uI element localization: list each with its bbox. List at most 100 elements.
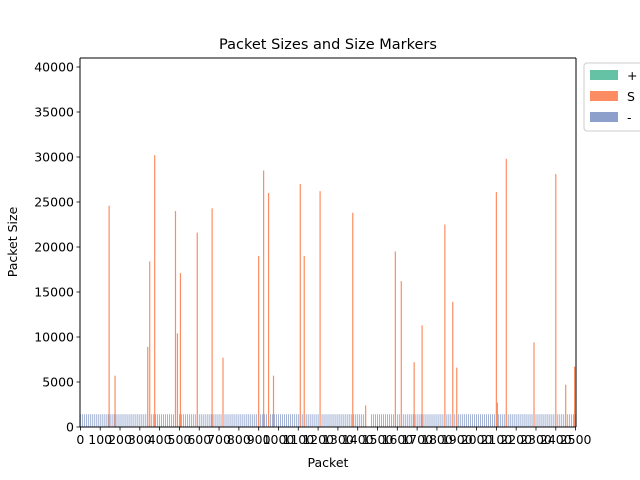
bar-minus <box>454 414 456 427</box>
bar-minus <box>317 414 319 427</box>
bar-s <box>263 170 265 427</box>
bar-minus <box>335 414 337 427</box>
bar-minus <box>392 414 394 427</box>
x-tick-label: 400 <box>148 432 172 447</box>
bar-minus <box>519 414 521 427</box>
bar-minus <box>470 414 472 427</box>
x-tick-label: 2400 <box>540 432 572 447</box>
bar-minus <box>513 414 515 427</box>
bar-minus <box>246 414 248 427</box>
bar-minus <box>111 414 113 427</box>
bar-minus <box>541 414 543 427</box>
bar-minus <box>440 414 442 427</box>
bar-minus <box>507 414 509 427</box>
bar-s <box>174 211 177 427</box>
bar-minus <box>105 414 107 427</box>
bar-minus <box>525 414 527 427</box>
legend-label-plus: + <box>627 68 637 83</box>
bar-minus <box>230 414 232 427</box>
bar-s <box>272 375 275 427</box>
y-axis-ticks: 0 5000 10000 15000 20000 25000 30000 35000 40000 <box>34 60 80 435</box>
bar-minus <box>339 414 341 427</box>
bar-minus <box>179 414 180 427</box>
y-tick-label: 5000 <box>42 375 74 390</box>
bar-minus <box>432 414 434 427</box>
bar-minus <box>117 414 119 427</box>
bar-minus <box>135 414 137 427</box>
bar-minus <box>539 414 541 427</box>
bar-minus <box>462 414 464 427</box>
bar-minus <box>551 414 553 427</box>
bar-minus <box>408 414 410 427</box>
bar-minus <box>291 414 293 427</box>
bar-minus <box>254 414 256 427</box>
bar-minus <box>202 414 204 427</box>
bar-minus <box>493 414 495 427</box>
bar-minus <box>476 414 477 427</box>
bar-minus <box>218 414 220 427</box>
bar-s <box>147 346 149 427</box>
bar-minus <box>200 414 202 427</box>
legend: + S - <box>583 62 640 132</box>
bar-minus <box>297 414 299 427</box>
bar-s <box>108 205 110 427</box>
bar-minus <box>474 414 475 427</box>
bar-minus <box>181 414 182 427</box>
bar-minus <box>434 414 436 427</box>
bar-minus <box>337 414 339 427</box>
x-tick-label: 300 <box>128 432 152 447</box>
bar-minus <box>325 414 327 427</box>
bar-s <box>394 251 396 427</box>
bar-minus <box>442 414 444 427</box>
bar-minus <box>385 414 386 427</box>
bar-minus <box>486 414 487 427</box>
bar-minus <box>478 414 479 427</box>
bar-minus <box>398 414 400 427</box>
bar-s <box>421 325 423 427</box>
bar-s <box>444 224 446 427</box>
bar-minus <box>511 414 513 427</box>
bar-minus <box>387 414 388 427</box>
bar-minus <box>224 414 226 427</box>
x-tick-label: 600 <box>187 432 211 447</box>
x-tick-label: 900 <box>247 432 271 447</box>
bar-minus <box>559 414 561 427</box>
bar-minus <box>458 414 460 427</box>
bar-minus <box>270 414 271 427</box>
x-tick-label: 500 <box>168 432 192 447</box>
bar-minus <box>194 414 196 427</box>
bar-minus <box>192 414 194 427</box>
bar-minus <box>363 414 365 427</box>
bar-minus <box>515 414 517 427</box>
bar-minus <box>89 414 91 427</box>
bar-minus <box>545 414 547 427</box>
bar-minus <box>252 414 254 427</box>
bar-minus <box>422 414 424 427</box>
bar-minus <box>93 414 95 427</box>
bar-minus <box>236 414 238 427</box>
bar-minus <box>501 414 503 427</box>
bar-minus <box>169 414 170 427</box>
bar-minus <box>115 414 117 427</box>
bar-minus <box>361 414 363 427</box>
x-tick-label: 2100 <box>480 432 512 447</box>
bar-minus <box>256 414 258 427</box>
y-tick-label: 25000 <box>34 195 74 210</box>
bar-minus <box>406 414 408 427</box>
bar-minus <box>289 414 291 427</box>
bar-minus <box>301 414 303 427</box>
x-tick-label: 1000 <box>263 432 295 447</box>
bar-s <box>496 402 498 427</box>
bar-minus <box>446 414 448 427</box>
bar-minus <box>383 414 384 427</box>
bar-minus <box>315 414 317 427</box>
bar-minus <box>305 414 307 427</box>
bar-s <box>400 281 402 427</box>
bar-s <box>533 342 535 427</box>
legend-swatch-plus <box>590 70 618 80</box>
bar-minus <box>161 414 163 427</box>
x-tick-label: 1500 <box>362 432 394 447</box>
bar-minus <box>123 414 125 427</box>
y-tick-label: 0 <box>66 420 74 435</box>
bar-s <box>505 158 507 428</box>
